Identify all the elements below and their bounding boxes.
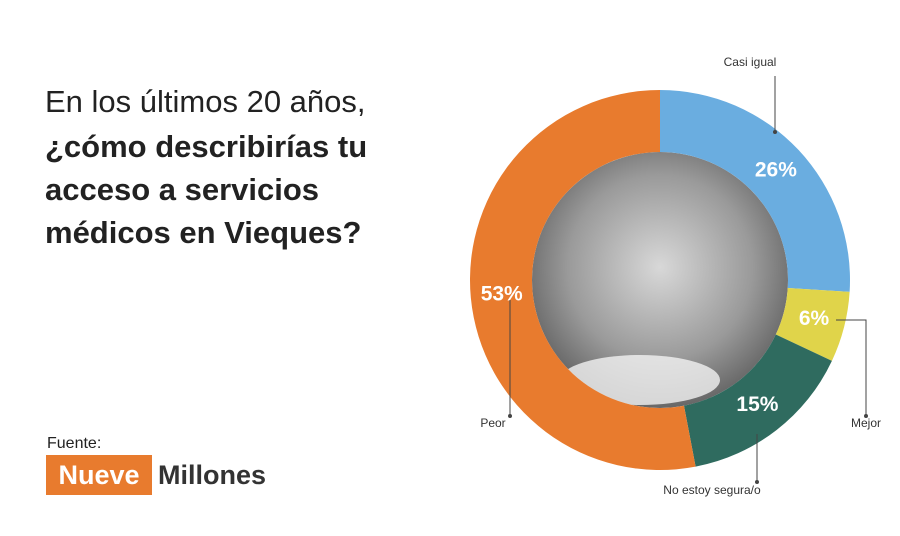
category-label: Mejor: [851, 416, 881, 430]
donut-slice: [775, 288, 850, 361]
donut-slice: [683, 334, 832, 467]
leader-dot: [773, 130, 777, 134]
value-label: 26%: [755, 159, 797, 182]
logo-box: [46, 455, 152, 495]
title-line: ¿cómo describirías tu: [45, 129, 367, 164]
leader-dot: [508, 414, 512, 418]
donut-slice: [470, 90, 696, 470]
value-label: 6%: [799, 307, 830, 330]
photo-cloud: [560, 355, 720, 405]
center-photo: [532, 152, 788, 408]
value-label: 15%: [736, 393, 778, 416]
donut-slice: [660, 90, 851, 292]
category-label: Casi igual: [724, 55, 777, 69]
category-label: Peor: [480, 416, 505, 430]
title-line: médicos en Vieques?: [45, 215, 361, 250]
title-line: acceso a servicios: [45, 172, 319, 207]
leader-dot: [864, 414, 868, 418]
value-label: 53%: [481, 283, 523, 306]
logo-text: Nueve: [58, 460, 139, 490]
leader-line: [836, 319, 867, 416]
source-label: Fuente:: [47, 435, 101, 452]
category-label: No estoy segura/o: [663, 483, 761, 497]
leader-dot: [755, 480, 759, 484]
title-line: En los últimos 20 años,: [45, 84, 366, 119]
logo-text: Millones: [158, 460, 266, 490]
